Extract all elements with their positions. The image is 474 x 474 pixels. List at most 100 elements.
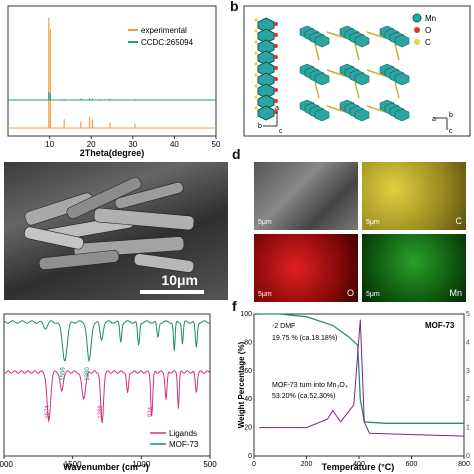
ftir-ligands-line — [3, 370, 211, 424]
mn-polyhedron — [384, 102, 400, 116]
mn-polyhedron — [389, 105, 405, 119]
carbon-atom — [254, 95, 258, 99]
legend-o-dot — [414, 27, 420, 33]
mn-polyhedron — [257, 105, 275, 121]
legend-mn-dot — [412, 13, 422, 23]
tga-xtick-label: 0 — [252, 461, 256, 468]
mn-polyhedron — [299, 99, 315, 113]
tga-ylabel: Weight Percentage (%) — [237, 341, 246, 428]
tga-derivative-line — [259, 319, 465, 437]
linker-bond — [394, 43, 400, 61]
tga-xtick-label: 800 — [458, 461, 470, 468]
tga-ytick-label: 100 — [240, 311, 252, 318]
mn-polyhedron — [339, 63, 355, 77]
mn-polyhedron — [314, 72, 330, 86]
tga-ytick-label: 20 — [244, 425, 252, 432]
linker-bond — [354, 81, 360, 99]
oxygen-atom — [274, 99, 278, 103]
eds-oxygen-map: 5μm O — [254, 234, 358, 302]
xrd-tick-label: 40 — [170, 140, 179, 149]
structure-frame — [243, 5, 471, 137]
mn-polyhedron — [379, 25, 395, 39]
xrd-frame — [7, 5, 217, 137]
mn-polyhedron — [309, 31, 325, 45]
tga-ytick-label: 80 — [244, 339, 252, 346]
mn-polyhedron — [384, 28, 400, 42]
tga-ann-loss1: 19.75 % (ca.18.18%) — [272, 335, 337, 342]
mn-polyhedron — [394, 34, 410, 48]
mn-polyhedron — [389, 31, 405, 45]
linker-bond — [314, 43, 320, 61]
mn-polyhedron — [304, 102, 320, 116]
map-mn-label: Mn — [449, 288, 462, 298]
mn-polyhedron — [304, 28, 320, 42]
linker-bond — [394, 81, 400, 99]
carbon-atom — [254, 51, 258, 55]
mn-polyhedron — [257, 72, 275, 88]
legend-ligands: Ligands — [169, 429, 197, 438]
oxygen-atom — [274, 33, 278, 37]
carbon-atom — [254, 84, 258, 88]
mn-polyhedron — [394, 108, 410, 122]
mn-polyhedron — [257, 61, 275, 77]
xrd-tick-label: 30 — [128, 140, 137, 149]
mn-polyhedron — [354, 108, 370, 122]
mn-polyhedron — [257, 17, 275, 33]
tga-ann-mn: MOF-73 turn into Mn₃O₃ — [272, 382, 348, 389]
tga-y2tick-label: 0 — [466, 453, 470, 460]
mn-polyhedron — [389, 69, 405, 83]
mn-polyhedron — [379, 63, 395, 77]
tga-y2tick-label: 4 — [466, 339, 470, 346]
xrd-tick-label: 10 — [45, 140, 54, 149]
tga-xlabel: Temperature (°C) — [322, 462, 394, 472]
mn-polyhedron — [339, 99, 355, 113]
linker-bond — [326, 105, 346, 113]
mn-polyhedron — [257, 94, 275, 110]
carbon-atom — [254, 29, 258, 33]
carbon-atom — [254, 62, 258, 66]
mn-polyhedron — [354, 72, 370, 86]
ftir-mof73-line — [3, 320, 211, 363]
mn-polyhedron — [304, 66, 320, 80]
mn-polyhedron — [257, 39, 275, 55]
axis2-c-label: c — [449, 128, 453, 135]
sem-scale-bar — [140, 290, 204, 294]
tga-xtick-label: 200 — [301, 461, 313, 468]
mn-polyhedron — [257, 83, 275, 99]
ftir-tick-label: 2000 — [0, 460, 13, 469]
ftir-peak-label: 1380 — [85, 367, 91, 381]
tga-weight-line — [259, 313, 464, 424]
linker-bond — [366, 105, 386, 113]
structure-framework — [299, 25, 410, 122]
mn-polyhedron — [354, 34, 370, 48]
tga-title: MOF-73 — [425, 321, 455, 330]
ftir-peak-label: 1674 — [45, 405, 51, 419]
eds-manganese-map: 5μm Mn — [362, 234, 466, 302]
mn-polyhedron — [257, 50, 275, 66]
mn-polyhedron — [309, 105, 325, 119]
sem-rods — [24, 177, 195, 273]
sem-image: 10μm — [4, 162, 228, 300]
axis-b-label: b — [258, 123, 262, 130]
linker-bond — [326, 69, 346, 77]
ftir-chart: 2000 1500 1000 500 1558 1380 1674 1286 924 Liga… — [0, 313, 217, 472]
mn-polyhedron — [344, 102, 360, 116]
xrd-tick-label: 20 — [87, 140, 96, 149]
ftir-tick-label: 1500 — [64, 460, 82, 469]
linker-bond — [326, 31, 346, 39]
axis2-a-label: a — [432, 116, 436, 123]
tga-ytick-label: 60 — [244, 368, 252, 375]
ftir-peak-label: 924 — [148, 406, 154, 417]
xrd-chart: 10 20 30 40 50 experimental CCDC:265094 2The… — [7, 5, 221, 158]
linker-bond — [314, 81, 320, 99]
ftir-peak-label: 1286 — [98, 405, 104, 419]
crystal-structure: Mn O C a b c a b c — [243, 5, 471, 137]
carbon-atom — [254, 40, 258, 44]
legend-mn: Mn — [425, 14, 436, 23]
axis2-b-label: b — [449, 112, 453, 119]
map-c-scale: 5μm — [366, 219, 380, 226]
mn-polyhedron — [314, 108, 330, 122]
tga-y2tick-label: 3 — [466, 368, 470, 375]
oxygen-atom — [274, 22, 278, 26]
